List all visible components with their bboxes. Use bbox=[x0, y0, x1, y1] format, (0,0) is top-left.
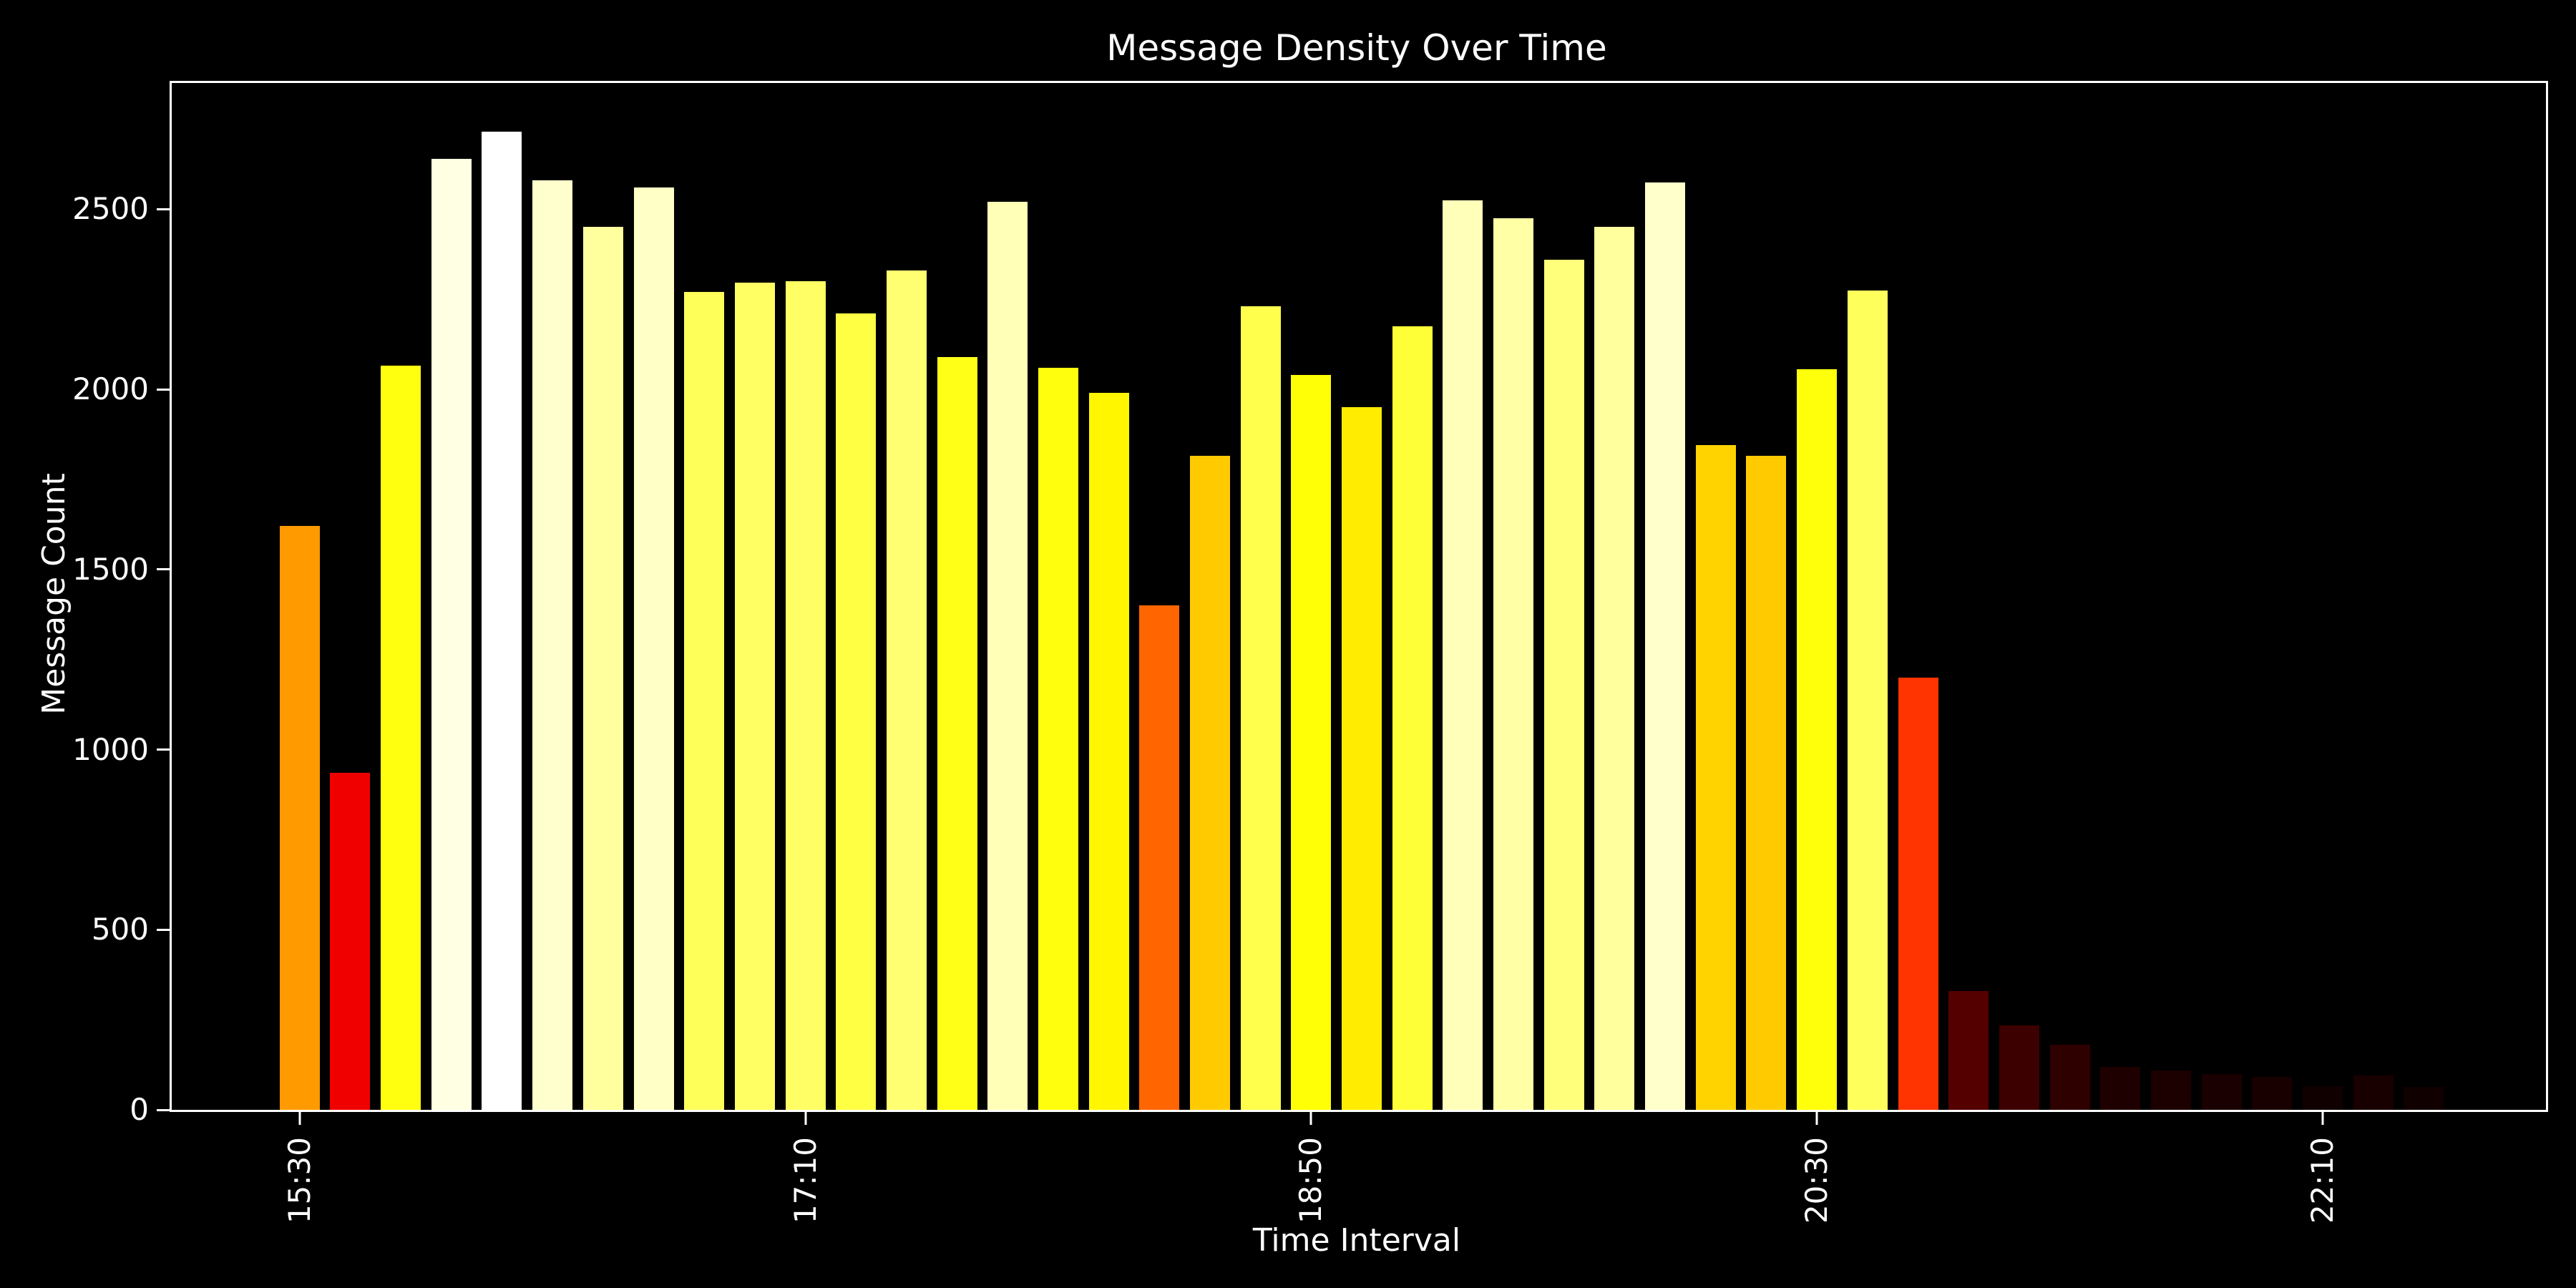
bar bbox=[2150, 1070, 2191, 1110]
y-tick-mark bbox=[157, 568, 170, 571]
bar bbox=[1797, 369, 1838, 1110]
bar bbox=[1543, 259, 1584, 1110]
bar bbox=[2353, 1075, 2394, 1110]
bar bbox=[1594, 227, 1635, 1110]
x-tick-label: 17:10 bbox=[787, 1137, 823, 1224]
bar bbox=[633, 187, 674, 1110]
x-axis-label: Time Interval bbox=[1252, 1222, 1461, 1259]
bar bbox=[1493, 218, 1533, 1110]
bar bbox=[1695, 445, 1736, 1110]
bar bbox=[937, 356, 977, 1110]
y-tick-label: 2000 bbox=[72, 371, 149, 406]
y-tick-label: 1000 bbox=[72, 731, 149, 767]
bar bbox=[482, 132, 522, 1110]
bar bbox=[2404, 1087, 2444, 1110]
x-tick-mark bbox=[804, 1112, 806, 1125]
bar bbox=[431, 158, 472, 1110]
x-tick-label: 20:30 bbox=[1799, 1137, 1835, 1224]
y-tick-mark bbox=[157, 1108, 170, 1111]
bar bbox=[1291, 374, 1332, 1110]
y-axis-label: Message Count bbox=[36, 473, 72, 715]
x-tick-label: 22:10 bbox=[2304, 1137, 2340, 1224]
bar bbox=[532, 180, 573, 1110]
bar bbox=[1645, 182, 1686, 1110]
bar bbox=[987, 202, 1028, 1110]
bar bbox=[2201, 1073, 2242, 1110]
bar bbox=[582, 227, 623, 1110]
bar bbox=[279, 526, 320, 1110]
chart-title: Message Density Over Time bbox=[1106, 27, 1607, 69]
bar bbox=[684, 292, 725, 1110]
bar bbox=[734, 283, 775, 1110]
bar bbox=[2302, 1086, 2343, 1110]
bar bbox=[381, 366, 421, 1110]
y-tick-label: 1500 bbox=[72, 551, 149, 587]
bar bbox=[1189, 456, 1230, 1110]
x-tick-label: 15:30 bbox=[281, 1137, 317, 1224]
bar bbox=[1139, 605, 1180, 1110]
bar bbox=[1898, 677, 1938, 1110]
y-tick-mark bbox=[157, 748, 170, 751]
bar bbox=[1088, 393, 1129, 1110]
bar bbox=[1948, 990, 1989, 1110]
bar bbox=[1999, 1025, 2039, 1110]
y-tick-mark bbox=[157, 928, 170, 931]
bar bbox=[2049, 1045, 2090, 1110]
bar bbox=[1038, 367, 1078, 1110]
bar bbox=[1342, 407, 1382, 1110]
bar bbox=[1443, 200, 1483, 1110]
y-tick-label: 2500 bbox=[72, 191, 149, 227]
bar bbox=[2100, 1066, 2141, 1110]
y-tick-label: 500 bbox=[91, 912, 149, 947]
bar bbox=[1746, 456, 1787, 1110]
x-tick-mark bbox=[1815, 1112, 1818, 1125]
x-tick-mark bbox=[2321, 1112, 2324, 1125]
y-tick-mark bbox=[157, 388, 170, 391]
x-tick-label: 18:50 bbox=[1293, 1137, 1329, 1224]
bar bbox=[785, 280, 826, 1110]
y-tick-label: 0 bbox=[130, 1092, 149, 1127]
x-tick-mark bbox=[298, 1112, 301, 1125]
bar bbox=[1240, 306, 1281, 1110]
bar bbox=[886, 270, 927, 1110]
plot-area: 0 500 1000 1500 2000 2500 15:30 17:10 18:50 20:30… bbox=[72, 81, 2548, 1224]
y-tick-mark bbox=[157, 208, 170, 210]
bar bbox=[2252, 1076, 2293, 1110]
bar bbox=[1392, 326, 1433, 1110]
bar bbox=[330, 773, 371, 1110]
bar bbox=[836, 313, 877, 1110]
bar bbox=[1847, 290, 1888, 1110]
x-tick-mark bbox=[1309, 1112, 1312, 1125]
